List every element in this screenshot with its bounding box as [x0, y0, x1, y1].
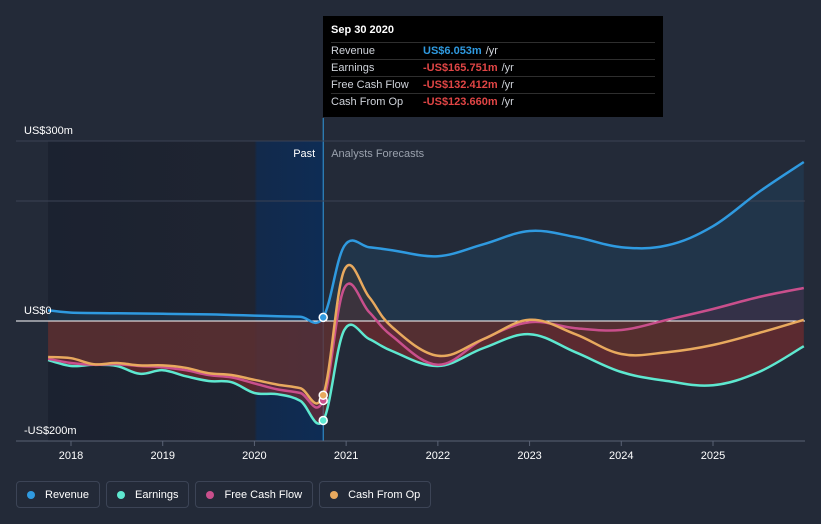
- hover-marker-earnings: [318, 415, 328, 426]
- x-tick-label: 2022: [426, 450, 450, 462]
- tooltip-label: Revenue: [331, 45, 376, 57]
- area-revenue: [48, 162, 804, 323]
- y-tick-label: -US$200m: [24, 425, 77, 437]
- past-label: Past: [293, 148, 315, 160]
- legend-label: Earnings: [135, 488, 179, 501]
- legend-label: Cash From Op: [348, 488, 421, 501]
- x-tick-label: 2024: [609, 450, 633, 462]
- tooltip-unit: /yr: [485, 45, 498, 57]
- x-tick-label: 2019: [150, 450, 174, 462]
- legend-item-earnings[interactable]: Earnings: [106, 481, 190, 508]
- tooltip-value: US$6.053m: [423, 45, 482, 57]
- legend-item-free-cash-flow[interactable]: Free Cash Flow: [195, 481, 314, 508]
- hover-marker-revenue: [318, 312, 328, 323]
- x-tick-label: 2020: [242, 450, 266, 462]
- data-tooltip: Sep 30 2020 Revenue US$6.053m /yr Earnin…: [323, 16, 663, 117]
- y-tick-label: US$0: [24, 305, 52, 317]
- tooltip-unit: /yr: [501, 62, 514, 74]
- x-tick-label: 2023: [517, 450, 541, 462]
- line-chart: US$300m US$0 -US$200m 2018 2019 2020 2021 2022 2…: [16, 118, 805, 462]
- area-earnings: [48, 321, 804, 424]
- x-tick-label: 2021: [334, 450, 358, 462]
- x-tick-label: 2018: [59, 450, 83, 462]
- y-tick-label: US$300m: [24, 125, 73, 137]
- tooltip-value: -US$132.412m: [423, 79, 498, 91]
- tooltip-unit: /yr: [501, 79, 514, 91]
- tooltip-unit: /yr: [501, 96, 514, 108]
- series-line-cash-from-op: [48, 263, 805, 405]
- legend-dot-icon: [330, 490, 339, 499]
- x-tick-label: 2025: [701, 450, 725, 462]
- tooltip-row-free-cash-flow: Free Cash Flow -US$132.412m /yr: [331, 76, 655, 93]
- legend-item-revenue[interactable]: Revenue: [16, 481, 101, 508]
- legend-label: Free Cash Flow: [224, 488, 303, 501]
- chart-legend: Revenue Earnings Free Cash Flow Cash Fro…: [16, 481, 432, 508]
- series-line-revenue: [47, 160, 805, 325]
- tooltip-label: Earnings: [331, 62, 375, 74]
- tooltip-label: Free Cash Flow: [331, 79, 409, 91]
- hover-marker-cash-from-op: [318, 390, 328, 400]
- tooltip-row-revenue: Revenue US$6.053m /yr: [331, 42, 655, 59]
- legend-dot-icon: [206, 490, 215, 499]
- area-cash-from-op: [48, 265, 804, 404]
- tooltip-label: Cash From Op: [331, 96, 404, 108]
- tooltip-value: -US$165.751m: [423, 62, 498, 74]
- legend-item-cash-from-op[interactable]: Cash From Op: [319, 481, 432, 508]
- legend-dot-icon: [27, 490, 35, 499]
- legend-dot-icon: [117, 490, 126, 499]
- tooltip-row-earnings: Earnings -US$165.751m /yr: [331, 59, 655, 76]
- tooltip-date: Sep 30 2020: [331, 24, 394, 36]
- legend-label: Revenue: [45, 488, 90, 501]
- tooltip-value: -US$123.660m: [423, 96, 498, 108]
- tooltip-row-cash-from-op: Cash From Op -US$123.660m /yr: [331, 93, 655, 110]
- forecast-label: Analysts Forecasts: [331, 148, 424, 160]
